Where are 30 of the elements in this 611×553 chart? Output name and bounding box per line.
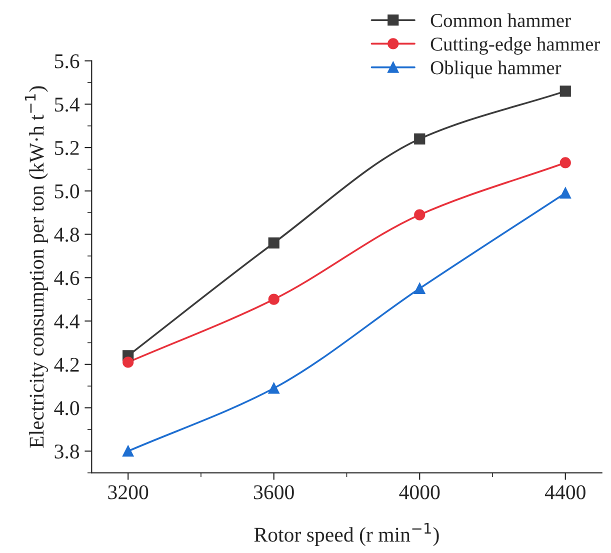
point: [122, 356, 134, 368]
point: [122, 446, 134, 457]
y-tick-label: 4.2: [54, 358, 79, 372]
point: [560, 86, 571, 97]
y-tick-label: 5.0: [55, 184, 80, 198]
x-tick-label: 4400: [544, 485, 586, 500]
y-tick-label: 5.2: [55, 140, 79, 156]
point: [560, 157, 571, 168]
y-tick-label: 4.8: [54, 228, 80, 242]
y-tick-label: 4.0: [54, 401, 80, 416]
x-tick-label: 3200: [108, 485, 148, 500]
point: [268, 237, 280, 249]
x-tick-label: 4000: [399, 485, 440, 500]
x-tick-label: 3600: [254, 485, 294, 500]
y-tick-label: 5.4: [55, 98, 80, 112]
y-tick-label: 4.4: [54, 314, 80, 329]
y-axis-title: Electricity consumption per ton (kW·h t$^{−1}$): [24, 86, 48, 448]
x-axis-title: Rotor speed (r min$^{−1}$): [254, 522, 439, 546]
legend-label: Cutting-edge hammer: [430, 37, 600, 55]
y-tick-label: 3.8: [54, 444, 80, 459]
point: [414, 282, 426, 294]
point: [268, 382, 280, 394]
point: [268, 294, 280, 305]
point: [560, 188, 571, 199]
y-tick-label: 4.6: [54, 271, 80, 286]
point: [414, 209, 426, 220]
legend-label: Common hammer: [430, 13, 571, 28]
point: [414, 133, 426, 144]
legend-label: Oblique hammer: [430, 60, 562, 78]
y-tick-label: 5.6: [55, 54, 80, 68]
